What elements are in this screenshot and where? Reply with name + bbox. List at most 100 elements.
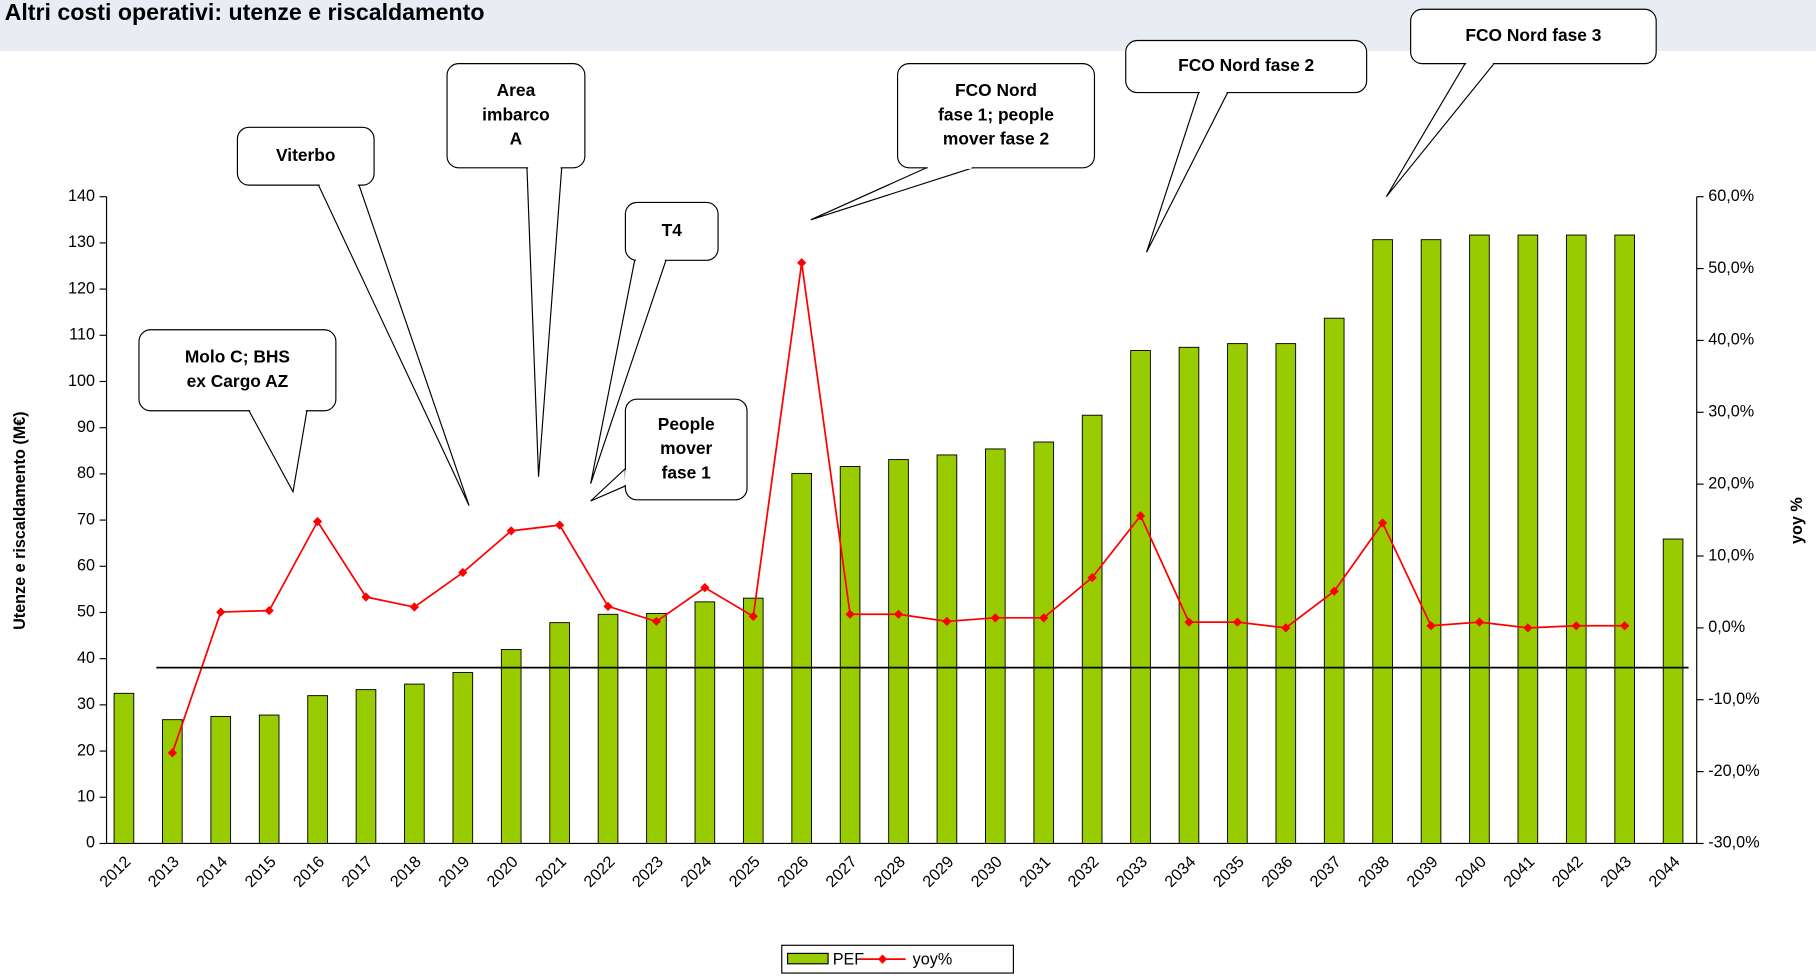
y-tick-label: 0 [86, 834, 95, 852]
line-point [361, 592, 371, 602]
y2-tick-label: 50,0% [1708, 259, 1754, 277]
x-tick-label: 2029 [919, 853, 957, 891]
x-tick-label: 2025 [726, 853, 764, 891]
x-tick-label: 2033 [1113, 853, 1151, 891]
chart-title: Altri costi operativi: utenze e riscalda… [5, 0, 485, 25]
line-point [216, 607, 226, 617]
callout-box [1410, 8, 1657, 65]
y2-tick-label: 60,0% [1708, 187, 1754, 205]
y-tick-label: 60 [77, 557, 95, 575]
bar [1372, 239, 1393, 844]
callout-text: Molo C; BHS [185, 347, 290, 367]
bar [694, 601, 716, 844]
callout-join [624, 469, 628, 485]
y-tick-label: 30 [77, 695, 95, 713]
bar [452, 672, 474, 844]
x-tick-label: 2039 [1403, 853, 1441, 891]
y2-tick-label: -20,0% [1708, 762, 1759, 780]
bar [307, 695, 328, 844]
y-tick-label: 140 [68, 187, 95, 205]
bar [1227, 343, 1248, 844]
bar [1033, 441, 1055, 844]
x-tick-label: 2031 [1016, 853, 1054, 891]
bar [1178, 346, 1200, 844]
callouts: Molo C; BHS ex Cargo AZ Viterbo Area imbarco… [138, 8, 1657, 506]
callout-box [624, 398, 748, 501]
bar [1565, 234, 1587, 844]
y-tick-label: 40 [77, 649, 95, 667]
y-tick-label: 10 [77, 788, 95, 806]
x-tick-label: 2017 [338, 853, 376, 891]
x-tick-label: 2026 [774, 853, 812, 891]
y2-axis-label: yoy % [1788, 497, 1806, 544]
bar [791, 472, 812, 844]
x-tick-label: 2023 [629, 853, 667, 891]
line-point [1377, 518, 1388, 528]
bar [113, 692, 135, 844]
callout-tail [810, 167, 974, 221]
bar [1517, 234, 1539, 844]
legend-swatch [786, 952, 829, 965]
callout-box [446, 63, 586, 169]
x-tick-label: 2034 [1161, 853, 1199, 891]
callout-text: Area [497, 80, 536, 100]
x-tick-label: 2016 [290, 853, 328, 891]
x-tick-label: 2044 [1645, 853, 1683, 891]
callout-text: Viterbo [276, 145, 336, 165]
line-point [603, 601, 613, 611]
bar [888, 459, 909, 844]
plot: 0102030405060708090100110120130140-30,0%… [68, 187, 1760, 891]
bar [404, 683, 425, 844]
y-tick-label: 50 [77, 603, 95, 621]
line-point [1426, 621, 1436, 631]
callout-tail [1146, 91, 1229, 253]
legend: PEF yoy% [781, 944, 1014, 974]
y2-tick-label: 0,0% [1708, 618, 1745, 636]
bar [985, 448, 1006, 844]
callout-text: fase 1; people [938, 104, 1054, 124]
y-tick-label: 90 [77, 418, 95, 436]
callout-text: FCO Nord fase 2 [1178, 55, 1314, 75]
bar [500, 648, 522, 844]
callout-tail [590, 467, 626, 502]
callout-box [896, 63, 1096, 169]
x-tick-label: 2038 [1355, 853, 1393, 891]
x-tick-label: 2024 [677, 853, 715, 891]
y2-tick-label: 20,0% [1708, 474, 1754, 492]
line-point [264, 606, 274, 616]
y-tick-label: 20 [77, 741, 95, 759]
y2-tick-label: 40,0% [1708, 331, 1754, 349]
callout-box [624, 201, 719, 261]
callout-tail [526, 167, 563, 477]
x-tick-label: 2042 [1549, 853, 1587, 891]
y2-tick-label: -10,0% [1708, 690, 1759, 708]
callout-text: A [510, 129, 523, 149]
x-tick-label: 2032 [1064, 853, 1102, 891]
line-point [312, 516, 323, 527]
bar [355, 689, 377, 844]
x-tick-label: 2020 [483, 853, 521, 891]
bar [1081, 414, 1103, 844]
bar [1614, 234, 1635, 844]
line-point [893, 609, 904, 619]
bar [1323, 317, 1345, 844]
y2-tick-label: 30,0% [1708, 403, 1754, 421]
bar [549, 622, 570, 844]
callout-box [138, 329, 337, 412]
line-point [1571, 621, 1581, 631]
x-tick-label: 2030 [968, 853, 1006, 891]
line-point [845, 609, 855, 619]
bar [1420, 239, 1442, 844]
callout-text: mover fase 2 [943, 129, 1049, 149]
bar [1275, 343, 1297, 844]
callout-box [236, 126, 375, 186]
y2-tick-label: 10,0% [1708, 546, 1754, 564]
bar [936, 454, 958, 844]
bar [742, 597, 764, 844]
callout-text: FCO Nord [955, 80, 1037, 100]
bar [1130, 350, 1151, 844]
line-point [1039, 613, 1049, 623]
x-tick-label: 2027 [822, 853, 860, 891]
bar [210, 715, 232, 844]
bar [1662, 538, 1684, 844]
